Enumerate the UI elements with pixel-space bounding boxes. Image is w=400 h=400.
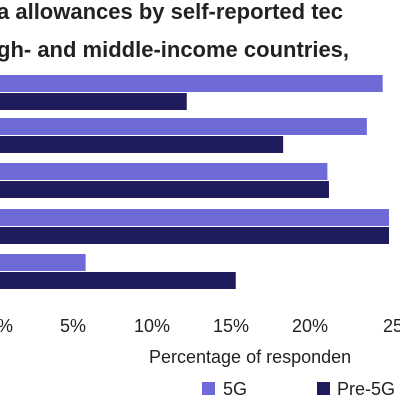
bar-pre-5g-1	[0, 93, 187, 110]
bar-5g-1	[0, 75, 383, 92]
x-tick-label: %	[0, 316, 13, 336]
x-tick-label: 20%	[292, 316, 328, 336]
x-tick-label: 25	[383, 316, 400, 336]
x-axis-label: Percentage of responden	[149, 347, 351, 367]
x-tick-label: 10%	[134, 316, 170, 336]
x-tick-label: 5%	[60, 316, 86, 336]
bar-5g-5	[0, 254, 86, 271]
legend-swatch-5g	[202, 382, 215, 395]
chart-title-line-2: gh- and middle-income countries,	[0, 37, 350, 62]
bar-5g-4	[0, 209, 389, 226]
bar-pre-5g-3	[0, 181, 329, 198]
bars-layer	[0, 75, 389, 289]
bar-5g-2	[0, 118, 367, 135]
legend-label-5g: 5G	[223, 379, 247, 399]
bar-pre-5g-2	[0, 136, 284, 153]
bar-pre-5g-4	[0, 227, 389, 244]
bar-pre-5g-5	[0, 272, 236, 289]
bar-5g-3	[0, 163, 328, 180]
chart-title-line-1: a allowances by self-reported tec	[0, 0, 344, 24]
x-tick-label: 15%	[213, 316, 249, 336]
x-axis-ticks: % 5% 10% 15% 20% 25	[0, 316, 400, 336]
legend-label-pre-5g: Pre-5G	[337, 379, 395, 399]
legend-swatch-pre-5g	[317, 382, 330, 395]
legend: 5G Pre-5G	[202, 379, 395, 399]
